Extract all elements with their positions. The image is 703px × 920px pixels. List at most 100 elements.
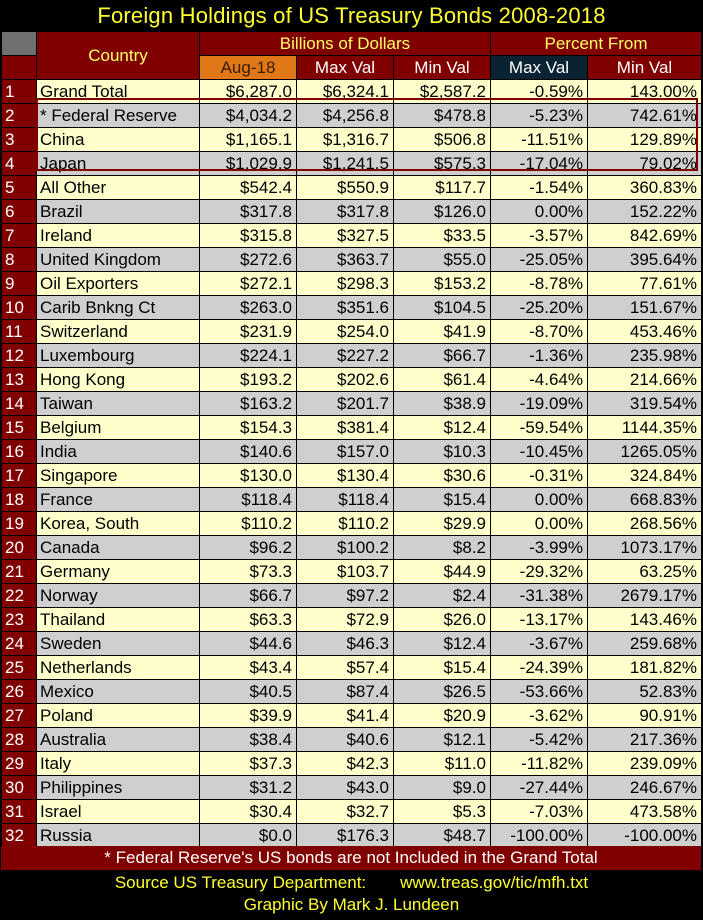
pct-from-min-cell: 842.69% xyxy=(586,223,703,248)
country-cell: Grand Total xyxy=(36,79,200,104)
max-val-cell: $118.4 xyxy=(296,487,394,512)
min-val-cell: $2,587.2 xyxy=(393,79,491,104)
aug18-cell: $1,029.9 xyxy=(199,151,297,176)
table-row: 7 Ireland $315.8 $327.5 $33.5 -3.57% 842.69% xyxy=(1,223,703,248)
pct-from-min-cell: 319.54% xyxy=(586,391,703,416)
row-number: 20 xyxy=(1,535,37,560)
table-row: 28 Australia $38.4 $40.6 $12.1 -5.42% 217.36% xyxy=(1,727,703,752)
min-val-cell: $506.8 xyxy=(393,127,491,152)
min-val-cell: $126.0 xyxy=(393,199,491,224)
row-number: 21 xyxy=(1,559,37,584)
pct-from-max-cell: -24.39% xyxy=(490,655,588,680)
max-val-cell: $42.3 xyxy=(296,751,394,776)
max-val-cell: $32.7 xyxy=(296,799,394,824)
aug18-cell: $193.2 xyxy=(199,367,297,392)
max-val-cell: $298.3 xyxy=(296,271,394,296)
min-val-header: Min Val xyxy=(393,55,491,80)
pct-from-min-cell: 143.46% xyxy=(586,607,703,632)
country-cell: France xyxy=(36,487,200,512)
aug18-cell: $110.2 xyxy=(199,511,297,536)
aug18-cell: $30.4 xyxy=(199,799,297,824)
pct-from-min-cell: 1265.05% xyxy=(586,439,703,464)
pct-from-max-cell: -25.05% xyxy=(490,247,588,272)
table-row: 11 Switzerland $231.9 $254.0 $41.9 -8.70% 453.… xyxy=(1,319,703,344)
row-number: 9 xyxy=(1,271,37,296)
min-val-cell: $26.5 xyxy=(393,679,491,704)
aug18-cell: $542.4 xyxy=(199,175,297,200)
row-number: 29 xyxy=(1,751,37,776)
country-cell: Italy xyxy=(36,751,200,776)
min-val-cell: $12.4 xyxy=(393,415,491,440)
row-number: 17 xyxy=(1,463,37,488)
country-cell: Israel xyxy=(36,799,200,824)
aug18-cell: $317.8 xyxy=(199,199,297,224)
aug18-cell: $263.0 xyxy=(199,295,297,320)
country-cell: Australia xyxy=(36,727,200,752)
aug18-cell: $43.4 xyxy=(199,655,297,680)
pct-from-min-cell: 246.67% xyxy=(586,775,703,800)
pct-from-max-cell: -3.99% xyxy=(490,535,588,560)
source-label: Source US Treasury Department: xyxy=(114,873,367,892)
country-cell: Mexico xyxy=(36,679,200,704)
pct-from-min-cell: 77.61% xyxy=(586,271,703,296)
table-row: 32 Russia $0.0 $176.3 $48.7 -100.00% -100.00% xyxy=(1,823,703,848)
pct-from-min-cell: 324.84% xyxy=(586,463,703,488)
min-val-cell: $575.3 xyxy=(393,151,491,176)
row-number: 31 xyxy=(1,799,37,824)
table-row: 23 Thailand $63.3 $72.9 $26.0 -13.17% 143.46% xyxy=(1,607,703,632)
row-number: 6 xyxy=(1,199,37,224)
row-number: 23 xyxy=(1,607,37,632)
pct-from-max-cell: -3.62% xyxy=(490,703,588,728)
max-val-cell: $4,256.8 xyxy=(296,103,394,128)
country-cell: Thailand xyxy=(36,607,200,632)
min-val-cell: $153.2 xyxy=(393,271,491,296)
country-cell: China xyxy=(36,127,200,152)
pct-from-min-cell: 453.46% xyxy=(586,319,703,344)
min-val-cell: $26.0 xyxy=(393,607,491,632)
max-val-cell: $110.2 xyxy=(296,511,394,536)
country-cell: Oil Exporters xyxy=(36,271,200,296)
pct-from-max-cell: -4.64% xyxy=(490,367,588,392)
row-number: 13 xyxy=(1,367,37,392)
pct-from-min-cell: 152.22% xyxy=(586,199,703,224)
pct-from-min-cell: 63.25% xyxy=(586,559,703,584)
pct-from-max-cell: -100.00% xyxy=(490,823,588,848)
pct-from-max-cell: -3.57% xyxy=(490,223,588,248)
pct-from-max-cell: -31.38% xyxy=(490,583,588,608)
table-row: 19 Korea, South $110.2 $110.2 $29.9 0.00% 268.… xyxy=(1,511,703,536)
pct-from-max-cell: -3.67% xyxy=(490,631,588,656)
row-number: 8 xyxy=(1,247,37,272)
country-cell: Switzerland xyxy=(36,319,200,344)
country-cell: Taiwan xyxy=(36,391,200,416)
table-row: 1 Grand Total $6,287.0 $6,324.1 $2,587.2 -0.5… xyxy=(1,79,703,104)
row-number: 15 xyxy=(1,415,37,440)
aug18-cell: $154.3 xyxy=(199,415,297,440)
pct-from-max-cell: -25.20% xyxy=(490,295,588,320)
country-cell: Poland xyxy=(36,703,200,728)
pct-min-header: Min Val xyxy=(586,55,703,80)
pct-from-max-cell: -17.04% xyxy=(490,151,588,176)
country-cell: Sweden xyxy=(36,631,200,656)
aug18-cell: $272.1 xyxy=(199,271,297,296)
country-cell: Russia xyxy=(36,823,200,848)
row-number: 28 xyxy=(1,727,37,752)
min-val-cell: $117.7 xyxy=(393,175,491,200)
pct-from-max-cell: -27.44% xyxy=(490,775,588,800)
aug18-cell: $163.2 xyxy=(199,391,297,416)
pct-from-max-cell: -11.82% xyxy=(490,751,588,776)
aug18-cell: $272.6 xyxy=(199,247,297,272)
max-val-cell: $130.4 xyxy=(296,463,394,488)
country-cell: Canada xyxy=(36,535,200,560)
min-val-cell: $44.9 xyxy=(393,559,491,584)
row-number: 22 xyxy=(1,583,37,608)
row-number: 16 xyxy=(1,439,37,464)
row-number: 26 xyxy=(1,679,37,704)
aug18-cell: $44.6 xyxy=(199,631,297,656)
table-row: 25 Netherlands $43.4 $57.4 $15.4 -24.39% 181.8… xyxy=(1,655,703,680)
pct-max-header: Max Val xyxy=(490,55,588,80)
pct-from-max-cell: -19.09% xyxy=(490,391,588,416)
corner-cell xyxy=(1,31,37,56)
pct-from-min-cell: 395.64% xyxy=(586,247,703,272)
min-val-cell: $33.5 xyxy=(393,223,491,248)
aug18-cell: $1,165.1 xyxy=(199,127,297,152)
